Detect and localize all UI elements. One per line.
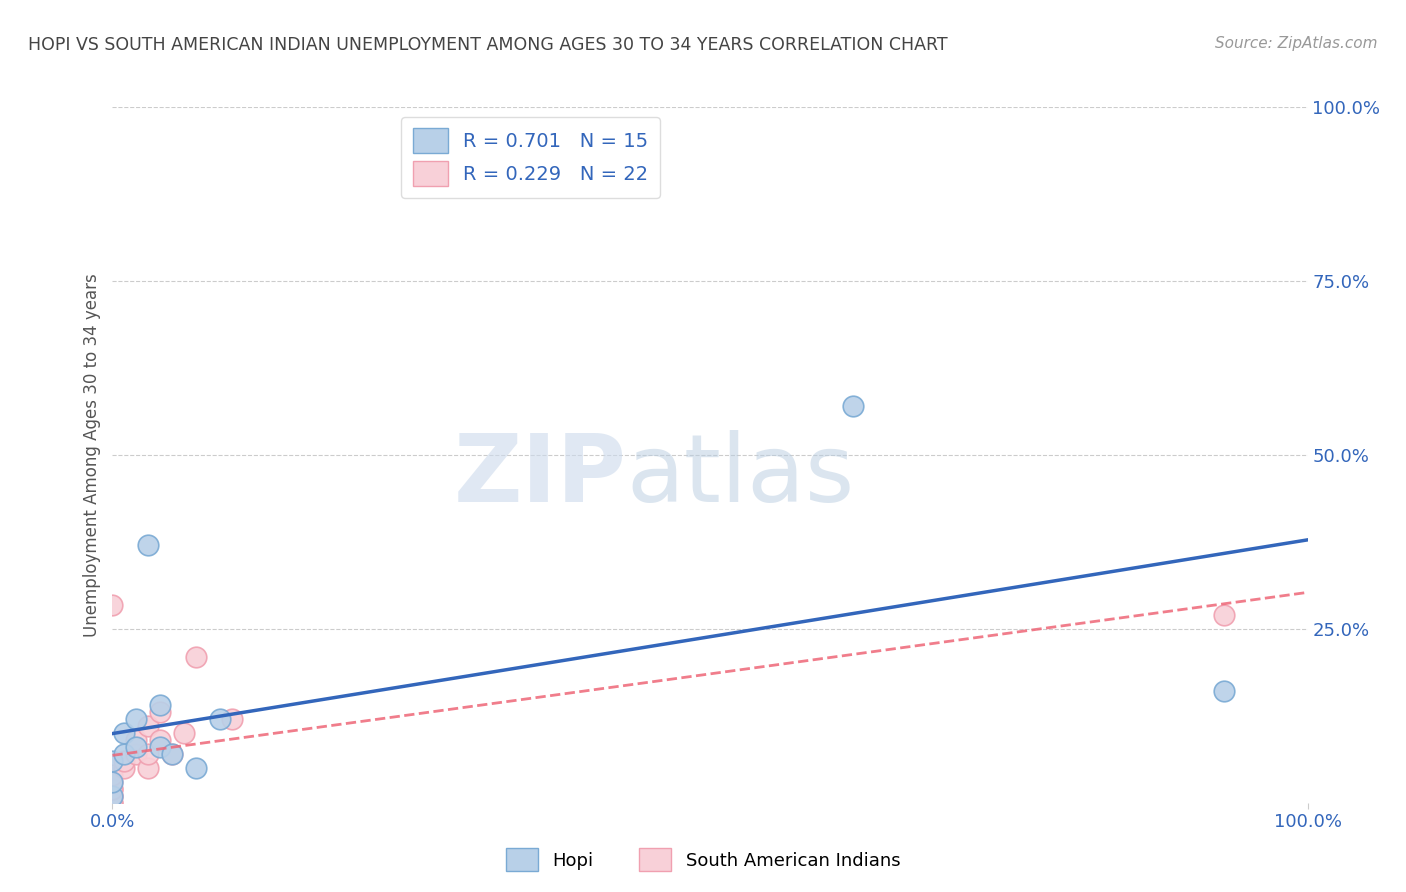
Point xyxy=(101,789,124,803)
Point xyxy=(149,733,172,747)
Point xyxy=(114,747,135,761)
Point xyxy=(125,712,148,726)
Point xyxy=(101,796,124,810)
Point xyxy=(125,747,148,761)
Text: Source: ZipAtlas.com: Source: ZipAtlas.com xyxy=(1215,36,1378,51)
Point xyxy=(125,740,148,755)
Point xyxy=(149,740,172,755)
Point xyxy=(1212,684,1236,698)
Point xyxy=(101,789,124,803)
Point xyxy=(101,775,124,789)
Point xyxy=(1212,607,1236,622)
Point xyxy=(221,712,243,726)
Point xyxy=(842,399,865,413)
Point xyxy=(101,789,124,803)
Point xyxy=(101,781,124,796)
Point xyxy=(138,538,160,552)
Point xyxy=(101,754,124,768)
Legend: R = 0.701   N = 15, R = 0.229   N = 22: R = 0.701 N = 15, R = 0.229 N = 22 xyxy=(401,117,661,198)
Text: HOPI VS SOUTH AMERICAN INDIAN UNEMPLOYMENT AMONG AGES 30 TO 34 YEARS CORRELATION: HOPI VS SOUTH AMERICAN INDIAN UNEMPLOYME… xyxy=(28,36,948,54)
Point xyxy=(138,719,160,733)
Point xyxy=(101,768,124,782)
Point xyxy=(186,649,208,664)
Point xyxy=(138,747,160,761)
Point xyxy=(101,775,124,789)
Point xyxy=(101,598,124,612)
Point xyxy=(114,761,135,775)
Text: atlas: atlas xyxy=(626,430,855,522)
Point xyxy=(149,706,172,720)
Point xyxy=(114,726,135,740)
Point xyxy=(101,781,124,796)
Text: ZIP: ZIP xyxy=(454,430,626,522)
Point xyxy=(173,726,195,740)
Legend: Hopi, South American Indians: Hopi, South American Indians xyxy=(498,841,908,879)
Point xyxy=(114,754,135,768)
Point xyxy=(162,747,183,761)
Point xyxy=(208,712,231,726)
Point xyxy=(125,733,148,747)
Point xyxy=(101,796,124,810)
Point xyxy=(138,761,160,775)
Y-axis label: Unemployment Among Ages 30 to 34 years: Unemployment Among Ages 30 to 34 years xyxy=(83,273,101,637)
Point xyxy=(149,698,172,713)
Point xyxy=(162,747,183,761)
Point xyxy=(186,761,208,775)
